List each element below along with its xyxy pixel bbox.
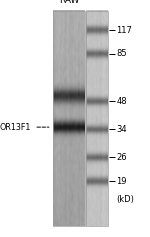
Text: 48: 48	[116, 97, 127, 106]
Text: RAW: RAW	[59, 0, 79, 5]
Text: OR13F1: OR13F1	[0, 123, 49, 132]
Bar	[86, 11, 108, 226]
Text: 34: 34	[116, 125, 127, 134]
Text: 26: 26	[116, 153, 127, 162]
Text: 19: 19	[116, 177, 127, 186]
Text: 85: 85	[116, 49, 127, 58]
Bar	[53, 11, 85, 226]
Text: 117: 117	[116, 26, 132, 35]
Text: (kD): (kD)	[116, 195, 134, 204]
